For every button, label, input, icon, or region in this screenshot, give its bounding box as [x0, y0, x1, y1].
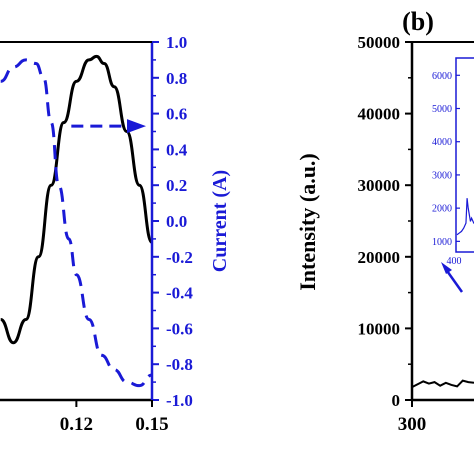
panel-a-right-tick-label: -1.0 — [166, 391, 193, 410]
panel-a-right-tick-label: 0.8 — [166, 69, 187, 88]
panel-a-right-tick-label: -0.2 — [166, 248, 193, 267]
panel-a-series-current-dashed — [0, 58, 153, 388]
panel-b-y-tick-label: 50000 — [358, 33, 401, 52]
inset-frame — [455, 57, 474, 253]
inset-y-ticks: 6000 5000 4000 3000 2000 1000 — [432, 71, 460, 248]
panel-b-inset: 6000 5000 4000 3000 2000 1000 400 — [432, 57, 474, 267]
panel-a-series-solid — [0, 54, 154, 345]
inset-y-tick-label: 3000 — [432, 170, 452, 181]
inset-series-layer — [456, 198, 474, 236]
inset-x-ticks: 400 — [447, 256, 462, 267]
panel-a-x-tick-label: 0.12 — [60, 414, 93, 435]
panel-a-right-tick-label: 0.2 — [166, 176, 187, 195]
panel-b-y-tick-label: 10000 — [358, 319, 401, 338]
inset-arrow — [441, 262, 464, 293]
panel-a-right-tick-label: 0.0 — [166, 212, 187, 231]
panel-a-right-ticks: 1.0 0.8 0.6 0.4 0.2 0.0 -0.2 -0.4 -0.6 -0.8 -1.0 — [152, 33, 193, 410]
panel-a-right-tick-label: -0.4 — [166, 284, 193, 303]
panel-b-series-layer — [411, 379, 474, 389]
panel-b-y-tick-label: 0 — [392, 391, 401, 410]
panel-b-y-tick-label: 20000 — [358, 248, 401, 267]
panel-b-y-tick-label: 30000 — [358, 176, 401, 195]
panel-a-annotation-arrow-head — [127, 119, 146, 134]
panel-b-y-tick-label: 40000 — [358, 105, 401, 124]
inset-x-tick-label: 400 — [447, 256, 462, 267]
inset-y-tick-label: 1000 — [432, 237, 452, 248]
panel-b-series-line — [411, 379, 474, 389]
inset-y-tick-label: 6000 — [432, 71, 452, 82]
panel-a: 1.0 0.8 0.6 0.4 0.2 0.0 -0.2 -0.4 -0.6 -0.8 -1.0 0… — [0, 33, 231, 435]
panel-b-x-tick-label: 300 — [398, 414, 427, 435]
panel-b-y-axis-label: Intensity (a.u.) — [295, 153, 320, 291]
panel-a-right-tick-label: 1.0 — [166, 33, 187, 52]
inset-y-tick-label: 5000 — [432, 104, 452, 115]
panel-a-right-axis-label: Current (A) — [209, 170, 231, 272]
inset-series-line — [456, 198, 474, 236]
panel-a-right-tick-label: -0.6 — [166, 319, 193, 338]
panel-a-right-tick-label: -0.8 — [166, 355, 193, 374]
inset-y-tick-label: 4000 — [432, 137, 452, 148]
panel-a-right-tick-label: 0.4 — [166, 140, 188, 159]
panel-b: (b) 50000 40000 30000 20000 10000 0 300 Inten… — [295, 7, 474, 435]
panel-b-x-ticks: 300 — [398, 400, 427, 435]
panel-a-x-tick-label: 0.15 — [135, 414, 168, 435]
panel-b-label: (b) — [402, 7, 434, 36]
panel-a-series-layer — [0, 54, 154, 388]
panel-b-y-ticks: 50000 40000 30000 20000 10000 0 — [358, 33, 412, 410]
panel-a-x-ticks: 0.12 0.15 — [60, 400, 169, 435]
panel-a-right-tick-label: 0.6 — [166, 105, 187, 124]
inset-y-tick-label: 2000 — [432, 204, 452, 215]
